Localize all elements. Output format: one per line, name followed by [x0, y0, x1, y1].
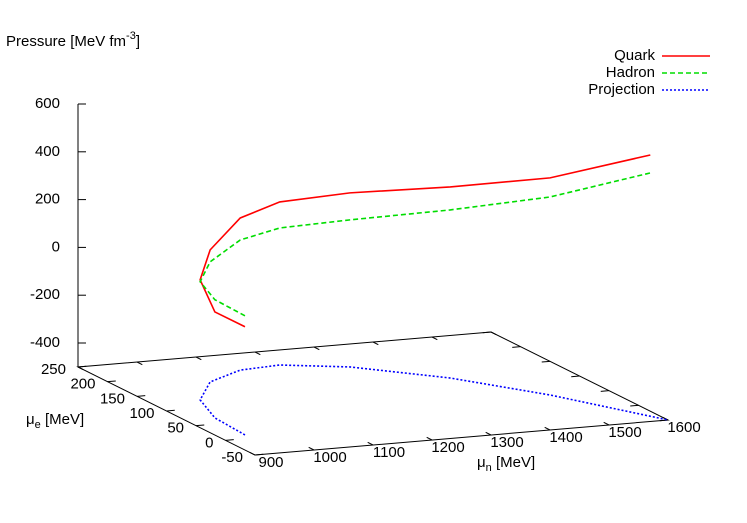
x-tick	[485, 431, 492, 436]
x-tick	[490, 331, 497, 336]
x-tick-label: 1200	[431, 439, 464, 456]
x-tick	[254, 351, 261, 356]
y-tick	[571, 375, 580, 378]
series-line	[199, 364, 669, 436]
x-tick	[308, 446, 315, 451]
x-tick-label: 900	[258, 454, 283, 471]
y-tick	[600, 390, 610, 392]
x-tick	[313, 346, 320, 351]
x-tick-label: 1000	[313, 449, 346, 466]
y-tick	[630, 404, 639, 407]
series-line	[199, 154, 651, 328]
x-tick-label: 1600	[667, 419, 700, 436]
y-tick-label: 0	[205, 434, 213, 451]
x-tick-label: 1400	[549, 429, 582, 446]
x-tick	[431, 336, 438, 341]
y-tick	[225, 439, 234, 441]
x-tick	[249, 451, 256, 456]
z-axis-label-part: Pressure [MeV fm	[6, 33, 126, 50]
z-tick-label: 200	[35, 191, 60, 208]
y-tick	[482, 331, 492, 334]
x-tick	[372, 341, 379, 346]
z-tick-label: -200	[30, 286, 60, 303]
z-axis-label-part: ]	[136, 33, 140, 50]
series-line	[199, 172, 651, 317]
z-tick-label: 600	[35, 95, 60, 112]
x-tick	[77, 366, 84, 371]
z-axis-label-part: -3	[126, 30, 136, 42]
x-axis-label-part: n	[486, 462, 492, 474]
legend-label: Hadron	[606, 64, 655, 81]
y-tick	[254, 453, 264, 456]
z-tick-label: -400	[30, 334, 60, 351]
x-tick	[195, 356, 202, 361]
y-tick-label: 150	[100, 390, 125, 407]
y-tick-label: 200	[70, 376, 95, 393]
y-tick-label: 250	[41, 361, 66, 378]
x-axis-label: μn [MeV]	[477, 454, 535, 474]
y-axis-label: μe [MeV]	[26, 411, 84, 431]
legend-label: Projection	[588, 81, 655, 98]
y-tick	[166, 409, 175, 412]
x-tick	[136, 361, 143, 366]
y-tick	[77, 365, 87, 368]
z-tick-label: 400	[35, 143, 60, 160]
y-tick	[195, 424, 205, 427]
y-axis-label-part: [MeV]	[41, 411, 84, 428]
y-tick	[136, 395, 146, 397]
x-axis-label-part: [MeV]	[492, 454, 535, 471]
y-tick	[107, 380, 116, 383]
y-tick	[512, 346, 521, 348]
x-tick-label: 1300	[490, 434, 523, 451]
legend-label: Quark	[614, 47, 655, 64]
y-tick-label: 100	[129, 405, 154, 422]
y-tick-label: 50	[167, 420, 184, 437]
x-tick	[544, 426, 551, 431]
x-tick	[603, 421, 610, 426]
y-axis-label-part: e	[35, 419, 41, 431]
z-tick-label: 0	[52, 238, 60, 255]
x-tick-label: 1500	[608, 424, 641, 441]
x-axis-label-part: μ	[477, 454, 486, 471]
z-axis-label: Pressure [MeV fm-3]	[6, 30, 140, 50]
y-tick-label: -50	[221, 449, 243, 466]
y-axis-label-part: μ	[26, 411, 35, 428]
x-tick	[367, 441, 374, 446]
x-tick	[426, 436, 433, 441]
y-tick	[541, 360, 551, 363]
y-tick	[659, 419, 669, 422]
x-tick-label: 1100	[373, 444, 405, 461]
